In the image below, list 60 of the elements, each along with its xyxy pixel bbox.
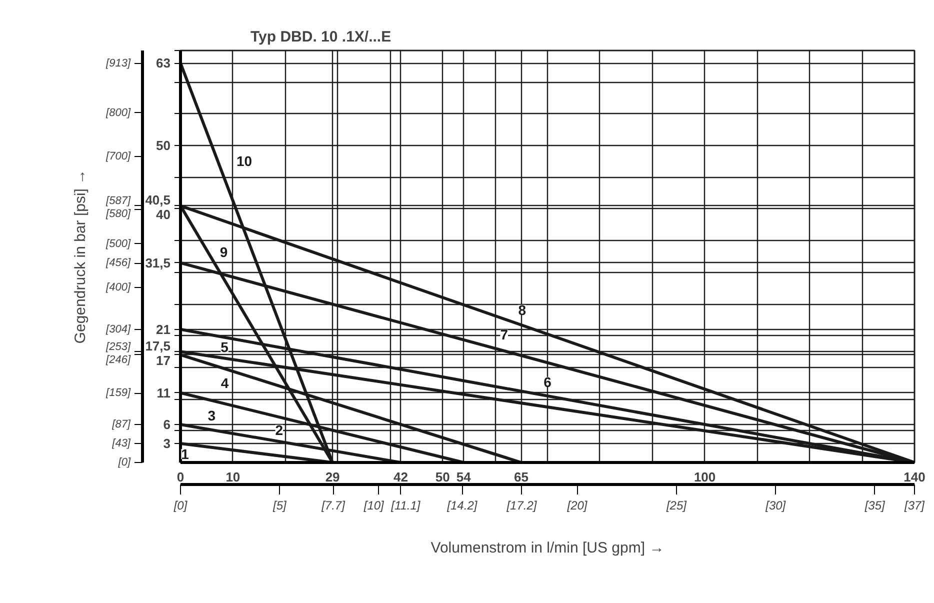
x2-tick-label: [30] [764, 498, 786, 512]
y2-axis-title: Gegendruck in bar [psi] → [72, 169, 90, 344]
y2-tick-label: [913] [105, 57, 132, 70]
series-label: 2 [275, 422, 284, 438]
series-label: 6 [544, 374, 552, 390]
x-tick-label: 100 [694, 470, 716, 484]
series-label: 8 [518, 302, 526, 318]
y2-tick-label: [580] [105, 208, 132, 220]
y-tick-label: 40,5 [145, 192, 171, 208]
x2-tick-label: [14.2] [446, 498, 478, 512]
x2-tick-label: [37] [903, 498, 926, 512]
y-tick-label: 31,5 [145, 255, 171, 270]
x-tick-label: 65 [514, 470, 529, 484]
y-tick-label: 11 [156, 385, 171, 400]
y2-tick-label: [246] [105, 354, 132, 366]
x2-tick-label: [20] [566, 498, 588, 512]
y-tick-label: 17,5 [145, 338, 171, 354]
series-label: 5 [220, 339, 229, 356]
chart-title: Typ DBD. 10 .1X/...E [250, 28, 392, 46]
y2-tick-label: [456] [105, 257, 132, 270]
x2-tick-label: [5] [272, 498, 288, 512]
x-tick-label: 42 [393, 470, 408, 484]
x-tick-label: 140 [904, 470, 926, 484]
x-tick-label: 29 [325, 470, 340, 484]
y2-tick-label: [87] [111, 418, 132, 430]
x2-tick-label: [35] [864, 498, 886, 512]
y-tick-label: 40 [156, 207, 171, 222]
y2-tick-label: [159] [105, 387, 132, 400]
x2-tick-label: [10] [364, 498, 384, 512]
x2-tick-label: [11.1] [391, 498, 420, 512]
series-label: 4 [220, 374, 229, 391]
x2-tick-label: [17.2] [506, 498, 538, 512]
y-tick-label: 3 [163, 436, 171, 451]
y-tick-label: 21 [156, 322, 171, 337]
x-tick-label: 0 [176, 470, 184, 484]
x-tick-label: 54 [456, 470, 472, 484]
y-tick-label: 63 [156, 56, 171, 71]
series-label: 9 [220, 244, 228, 260]
y2-tick-label: [587] [105, 195, 132, 208]
y2-tick-label: [500] [105, 238, 132, 250]
y2-tick-label: [400] [105, 282, 132, 294]
x2-tick-label: [25] [665, 498, 688, 512]
series-label: 1 [181, 446, 190, 462]
series-label: 3 [208, 407, 216, 424]
series-label: 7 [500, 326, 508, 343]
y-tick-label: 50 [156, 138, 171, 154]
y2-tick-label: [253] [105, 341, 132, 354]
y-tick-label: 6 [163, 416, 171, 432]
series-label: 10 [236, 153, 252, 170]
x-tick-label: 10 [226, 470, 240, 484]
x-axis-title: Volumenstrom in l/min [US gpm] → [430, 540, 664, 556]
y2-tick-label: [43] [111, 438, 132, 450]
y2-tick-label: [0] [117, 456, 132, 468]
x2-tick-label: [7.7] [320, 498, 346, 512]
y2-tick-label: [304] [105, 324, 132, 336]
y2-tick-label: [800] [105, 106, 132, 119]
y-tick-label: 17 [156, 352, 171, 368]
x2-tick-label: [0] [172, 498, 188, 512]
y2-tick-label: [700] [105, 150, 132, 163]
x-tick-label: 50 [435, 470, 450, 484]
